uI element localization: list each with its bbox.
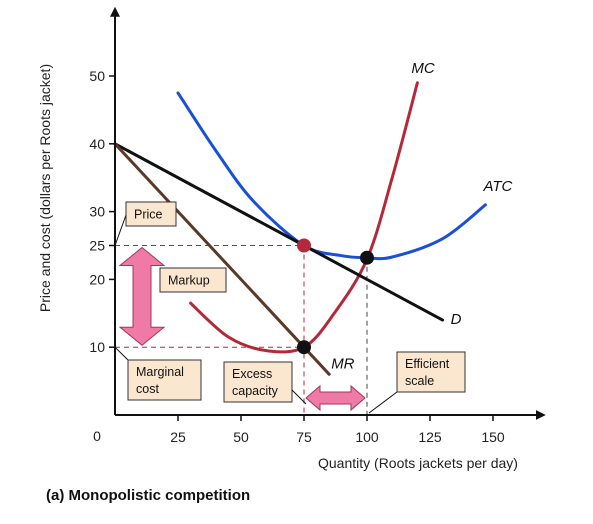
leader-line — [291, 389, 307, 405]
x-axis-title: Quantity (Roots jackets per day) — [318, 455, 518, 471]
curve-atc — [176, 91, 487, 261]
y-tick-label: 50 — [89, 68, 105, 84]
leader-line — [114, 214, 127, 246]
marginal-cost-annotation: Marginal cost — [127, 359, 202, 401]
x-tick-label: 100 — [355, 429, 379, 445]
efficient-scale-annotation: Efficient scale — [396, 351, 466, 393]
markup-annotation-text: Markup — [168, 274, 210, 288]
y-tick-label: 40 — [89, 136, 105, 152]
excess-capacity-annotation-text: Excess — [232, 367, 272, 381]
y-tick-label: 25 — [89, 238, 105, 254]
x-tick-label: 25 — [170, 429, 186, 445]
leader-line — [114, 346, 129, 361]
price-annotation-text: Price — [134, 208, 163, 222]
y-tick-label: 30 — [89, 204, 105, 220]
curve-label-mc: MC — [411, 60, 434, 77]
efficient-scale-annotation-text: Efficient — [405, 357, 450, 371]
marginal-cost-annotation-text: Marginal — [136, 365, 184, 379]
markup-annotation-box — [159, 267, 227, 293]
price-annotation: Price — [125, 201, 177, 227]
marginal-cost-annotation-text: cost — [136, 382, 159, 396]
equilibrium-point — [297, 238, 311, 253]
leader-line — [368, 391, 398, 414]
x-tick-label: 75 — [296, 429, 312, 445]
y-tick-label: 20 — [89, 271, 105, 287]
x-tick-label: 50 — [233, 429, 249, 445]
origin-label: 0 — [93, 428, 101, 444]
curve-label-atc: ATC — [482, 178, 512, 195]
markup-annotation: Markup — [159, 267, 227, 293]
x-tick-label: 125 — [418, 429, 442, 445]
y-axis-title: Price and cost (dollars per Roots jacket… — [37, 64, 53, 312]
marginal-cost-annotation-box — [127, 359, 202, 401]
equilibrium-point — [360, 250, 374, 265]
excess-capacity-annotation: Excess capacity — [223, 361, 293, 403]
curve-label-mr: MR — [331, 355, 354, 372]
price-annotation-box — [125, 201, 177, 227]
markup-arrow — [118, 246, 166, 346]
curve-label-d: D — [451, 311, 462, 328]
efficient-scale-annotation-text: scale — [405, 374, 434, 388]
x-tick-label: 150 — [481, 429, 505, 445]
curve-d — [113, 142, 445, 322]
curve-mc — [189, 81, 419, 354]
figure-caption: (a) Monopolistic competition — [46, 487, 250, 504]
excess-capacity-arrow — [305, 384, 366, 412]
efficient-scale-annotation-box — [396, 351, 466, 393]
excess-capacity-annotation-box — [223, 361, 293, 403]
y-tick-label: 10 — [89, 339, 105, 355]
excess-capacity-annotation-text: capacity — [232, 384, 279, 398]
equilibrium-point — [297, 340, 311, 355]
